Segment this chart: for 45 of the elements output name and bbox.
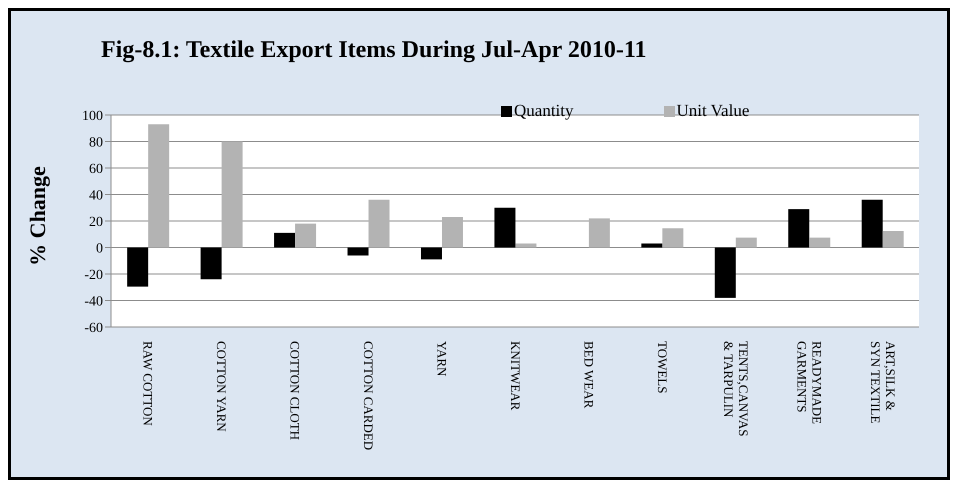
bar xyxy=(882,230,904,248)
x-tick-label: READYMADE GARMENTS xyxy=(794,341,824,424)
bar xyxy=(788,209,810,248)
bar xyxy=(274,232,296,248)
y-tick-label: 20 xyxy=(89,214,103,230)
x-tick-label: TENTS,CANVAS & TARPULIN xyxy=(720,341,751,436)
bar xyxy=(200,248,222,280)
bar xyxy=(588,218,610,248)
bar xyxy=(862,200,883,248)
legend-label: Unit Value xyxy=(676,101,750,121)
bar xyxy=(515,244,536,248)
x-tick-label: TOWELS xyxy=(654,341,670,394)
legend-label: Quantity xyxy=(514,101,574,121)
bar xyxy=(222,142,243,248)
bar xyxy=(420,248,442,260)
bar xyxy=(348,248,369,256)
bar xyxy=(127,248,148,287)
bar xyxy=(494,208,516,248)
y-tick-label: 80 xyxy=(89,135,103,150)
x-tick-label: KNITWEAR xyxy=(508,341,523,411)
y-tick-label: -20 xyxy=(84,268,103,283)
bar xyxy=(641,244,662,248)
x-tick-label: COTTON CARDED xyxy=(361,341,376,450)
bar xyxy=(736,238,757,248)
x-tick-label: COTTON YARN xyxy=(214,341,230,432)
x-tick-label: YARN xyxy=(434,341,450,378)
bar xyxy=(295,224,316,248)
y-tick-label: 60 xyxy=(89,162,103,177)
x-tick-label: RAW COTTON xyxy=(140,341,156,426)
bar xyxy=(442,217,463,248)
bar xyxy=(148,124,170,248)
x-tick-label: COTTON CLOTH xyxy=(288,341,303,440)
x-tick-label: BED WEAR xyxy=(581,341,596,409)
y-tick-label: 100 xyxy=(82,108,103,124)
bar xyxy=(662,228,684,248)
bar xyxy=(809,238,830,248)
bar xyxy=(714,248,736,298)
y-tick-label: -60 xyxy=(84,320,103,336)
bar xyxy=(368,200,390,248)
y-tick-label: -40 xyxy=(84,294,103,310)
y-tick-label: 0 xyxy=(96,241,103,256)
y-axis-title: % Change xyxy=(25,166,51,266)
x-tick-label: ART,SILK & SYN TEXTILE xyxy=(868,341,898,424)
y-tick-label: 40 xyxy=(89,188,103,204)
chart-title: Fig-8.1: Textile Export Items During Jul-Apr 2010-11 xyxy=(101,37,647,64)
